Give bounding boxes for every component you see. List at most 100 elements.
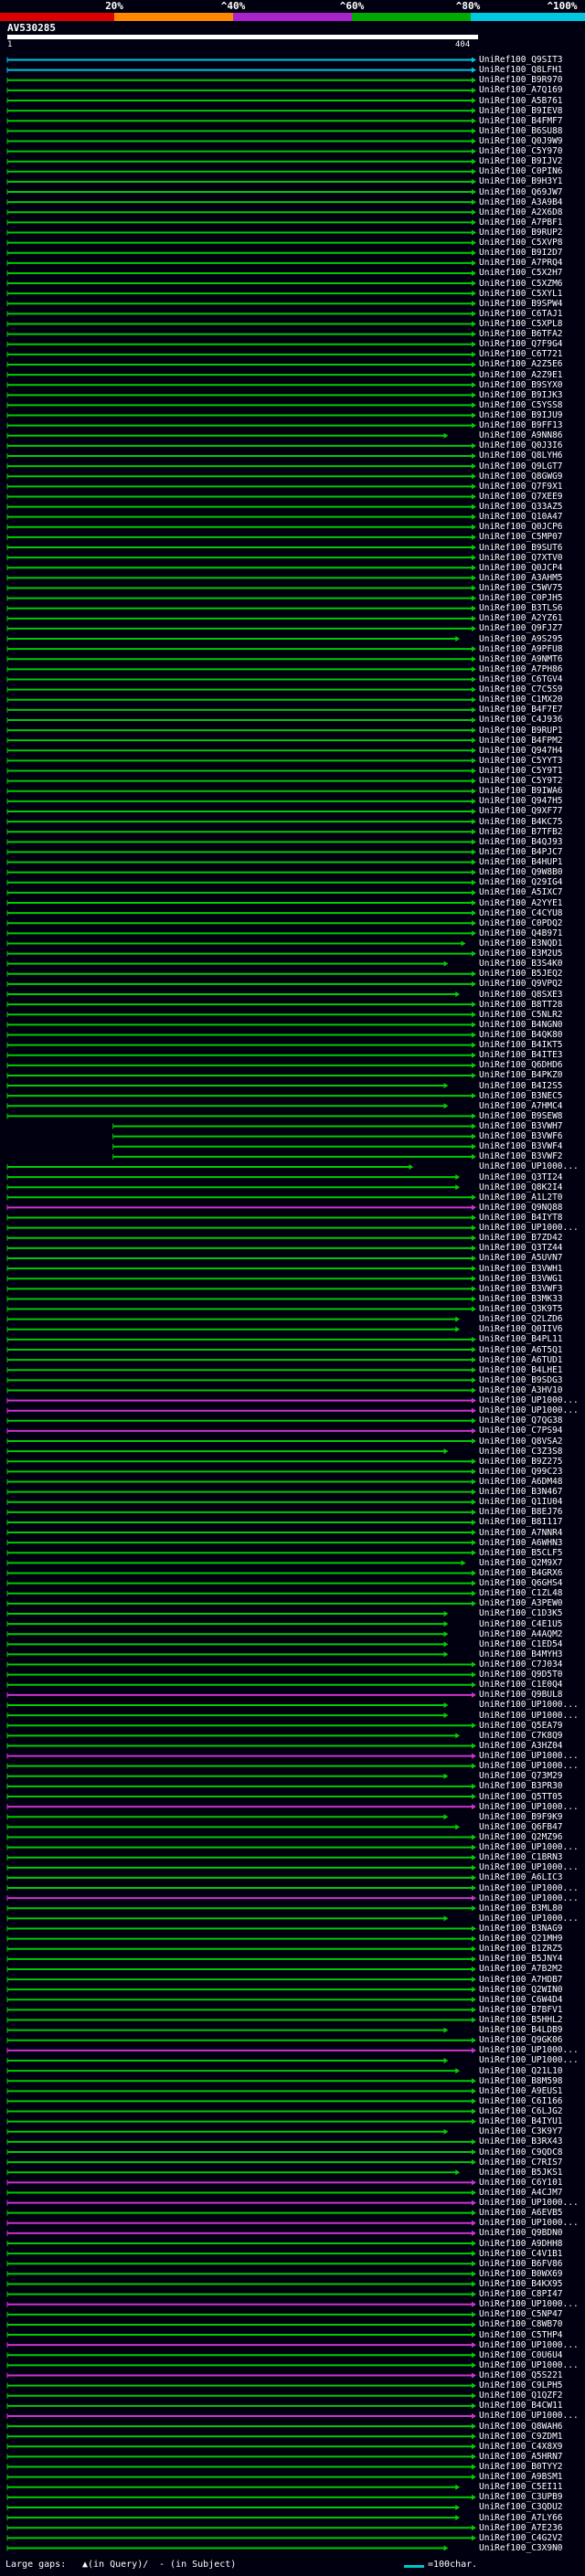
hit-row[interactable]	[6, 311, 476, 317]
hit-row[interactable]	[6, 2291, 476, 2297]
hit-row[interactable]	[6, 1072, 476, 1078]
hit-row[interactable]	[6, 402, 476, 408]
hit-id-link[interactable]: UniRef100_C1MX20	[479, 694, 563, 705]
hit-row[interactable]	[6, 524, 476, 530]
hit-id-link[interactable]: UniRef100_C7C5S9	[479, 684, 563, 695]
hit-row[interactable]	[6, 758, 476, 764]
hit-row[interactable]	[6, 281, 476, 287]
hit-row[interactable]	[6, 1163, 414, 1170]
hit-id-link[interactable]: UniRef100_A7PBF1	[479, 217, 563, 228]
hit-id-link[interactable]: UniRef100_C1E0Q4	[479, 1680, 563, 1691]
hit-id-link[interactable]: UniRef100_C7K8Q9	[479, 1730, 563, 1741]
hit-id-link[interactable]: UniRef100_Q2WIN0	[479, 1984, 563, 1995]
hit-row[interactable]	[6, 270, 476, 276]
hit-row[interactable]	[6, 940, 466, 947]
hit-row[interactable]	[6, 1336, 476, 1342]
hit-id-link[interactable]: UniRef100_C6Y101	[479, 2177, 563, 2188]
hit-id-link[interactable]: UniRef100_A6TUD1	[479, 1354, 563, 1365]
hit-id-link[interactable]: UniRef100_C7J034	[479, 1659, 563, 1670]
hit-row[interactable]	[6, 2251, 476, 2257]
hit-id-link[interactable]: UniRef100_B9F9K9	[479, 1811, 563, 1822]
hit-id-link[interactable]: UniRef100_Q33AZ5	[479, 502, 563, 513]
hit-row[interactable]	[112, 1143, 476, 1150]
hit-id-link[interactable]: UniRef100_Q29IG4	[479, 877, 563, 888]
hit-id-link[interactable]: UniRef100_B4KX95	[479, 2278, 563, 2289]
hit-row[interactable]	[6, 737, 476, 744]
hit-id-link[interactable]: UniRef100_B4NGN0	[479, 1019, 563, 1030]
hit-row[interactable]	[6, 1347, 476, 1353]
hit-row[interactable]	[6, 656, 476, 663]
hit-id-link[interactable]: UniRef100_B4PKZ0	[479, 1070, 563, 1081]
hit-row[interactable]	[6, 2241, 476, 2247]
hit-row[interactable]	[6, 1194, 476, 1201]
hit-row[interactable]	[6, 565, 476, 571]
hit-id-link[interactable]: UniRef100_B4MYH3	[479, 1648, 563, 1659]
hit-id-link[interactable]: UniRef100_Q21L10	[479, 2065, 563, 2076]
hit-row[interactable]	[6, 2311, 476, 2317]
hit-id-link[interactable]: UniRef100_A5HRN7	[479, 2451, 563, 2462]
hit-id-link[interactable]: UniRef100_Q99C23	[479, 1466, 563, 1477]
hit-id-link[interactable]: UniRef100_Q7F9G4	[479, 339, 563, 350]
hit-id-link[interactable]: UniRef100_Q9BUL8	[479, 1690, 563, 1701]
hit-id-link[interactable]: UniRef100_A9BSM1	[479, 2472, 563, 2483]
hit-row[interactable]	[6, 1083, 449, 1089]
hit-id-link[interactable]: UniRef100_A2X6D8	[479, 207, 563, 217]
hit-id-link[interactable]: UniRef100_C3K9Y7	[479, 2126, 563, 2137]
hit-row[interactable]	[6, 1691, 476, 1698]
hit-id-link[interactable]: UniRef100_UP1000...	[479, 1842, 579, 1853]
hit-id-link[interactable]: UniRef100_B4I2S5	[479, 1080, 563, 1091]
hit-id-link[interactable]: UniRef100_C3UPB9	[479, 2492, 563, 2503]
hit-id-link[interactable]: UniRef100_B6FV86	[479, 2258, 563, 2269]
hit-id-link[interactable]: UniRef100_UP1000...	[479, 1405, 579, 1416]
hit-row[interactable]	[6, 1032, 476, 1038]
hit-id-link[interactable]: UniRef100_B7TFB2	[479, 826, 563, 837]
hit-id-link[interactable]: UniRef100_Q947H5	[479, 796, 563, 807]
hit-row[interactable]	[6, 2281, 476, 2287]
hit-id-link[interactable]: UniRef100_C6TAJ1	[479, 308, 563, 319]
hit-row[interactable]	[6, 493, 476, 500]
hit-row[interactable]	[6, 1174, 461, 1181]
hit-row[interactable]	[6, 2118, 476, 2125]
hit-id-link[interactable]: UniRef100_B5HHL2	[479, 2015, 563, 2026]
hit-id-link[interactable]: UniRef100_B3S4K0	[479, 959, 563, 970]
hit-row[interactable]	[6, 1701, 449, 1708]
hit-id-link[interactable]: UniRef100_A6DM48	[479, 1476, 563, 1487]
hit-row[interactable]	[6, 138, 476, 144]
hit-id-link[interactable]: UniRef100_B4PJC7	[479, 846, 563, 857]
hit-id-link[interactable]: UniRef100_UP1000...	[479, 1395, 579, 1406]
hit-id-link[interactable]: UniRef100_C4E1U5	[479, 1618, 563, 1629]
hit-row[interactable]	[6, 473, 476, 480]
hit-id-link[interactable]: UniRef100_C0PJH5	[479, 593, 563, 604]
hit-row[interactable]	[6, 808, 476, 814]
hit-id-link[interactable]: UniRef100_Q9W8B0	[479, 867, 563, 878]
hit-row[interactable]	[6, 1763, 476, 1769]
hit-row[interactable]	[6, 463, 476, 470]
hit-id-link[interactable]: UniRef100_A9NMT6	[479, 653, 563, 664]
hit-row[interactable]	[6, 1448, 449, 1455]
hit-row[interactable]	[6, 1723, 476, 1729]
hit-row[interactable]	[6, 1580, 476, 1586]
hit-id-link[interactable]: UniRef100_A2Z5E6	[479, 359, 563, 370]
hit-row[interactable]	[6, 2515, 461, 2521]
hit-row[interactable]	[6, 158, 476, 164]
hit-id-link[interactable]: UniRef100_C5XYL1	[479, 288, 563, 299]
hit-row[interactable]	[6, 128, 476, 134]
hit-row[interactable]	[6, 829, 476, 835]
hit-row[interactable]	[6, 636, 461, 642]
hit-row[interactable]	[6, 1794, 476, 1800]
hit-row[interactable]	[6, 2017, 476, 2023]
hit-id-link[interactable]: UniRef100_C5YSS8	[479, 399, 563, 410]
hit-row[interactable]	[6, 555, 476, 561]
hit-id-link[interactable]: UniRef100_C1ED54	[479, 1638, 563, 1649]
hit-id-link[interactable]: UniRef100_B3M2U5	[479, 949, 563, 959]
hit-id-link[interactable]: UniRef100_A7HMC4	[479, 1100, 563, 1111]
hit-id-link[interactable]: UniRef100_A6LIC3	[479, 1872, 563, 1883]
hit-id-link[interactable]: UniRef100_C4G2V2	[479, 2532, 563, 2543]
hit-id-link[interactable]: UniRef100_A7Q169	[479, 85, 563, 96]
hit-id-link[interactable]: UniRef100_B9IJU9	[479, 410, 563, 421]
hit-id-link[interactable]: UniRef100_Q9BDN0	[479, 2228, 563, 2239]
hit-row[interactable]	[6, 372, 476, 378]
hit-row[interactable]	[6, 2027, 449, 2033]
hit-row[interactable]	[6, 605, 476, 611]
hit-row[interactable]	[6, 1631, 449, 1638]
